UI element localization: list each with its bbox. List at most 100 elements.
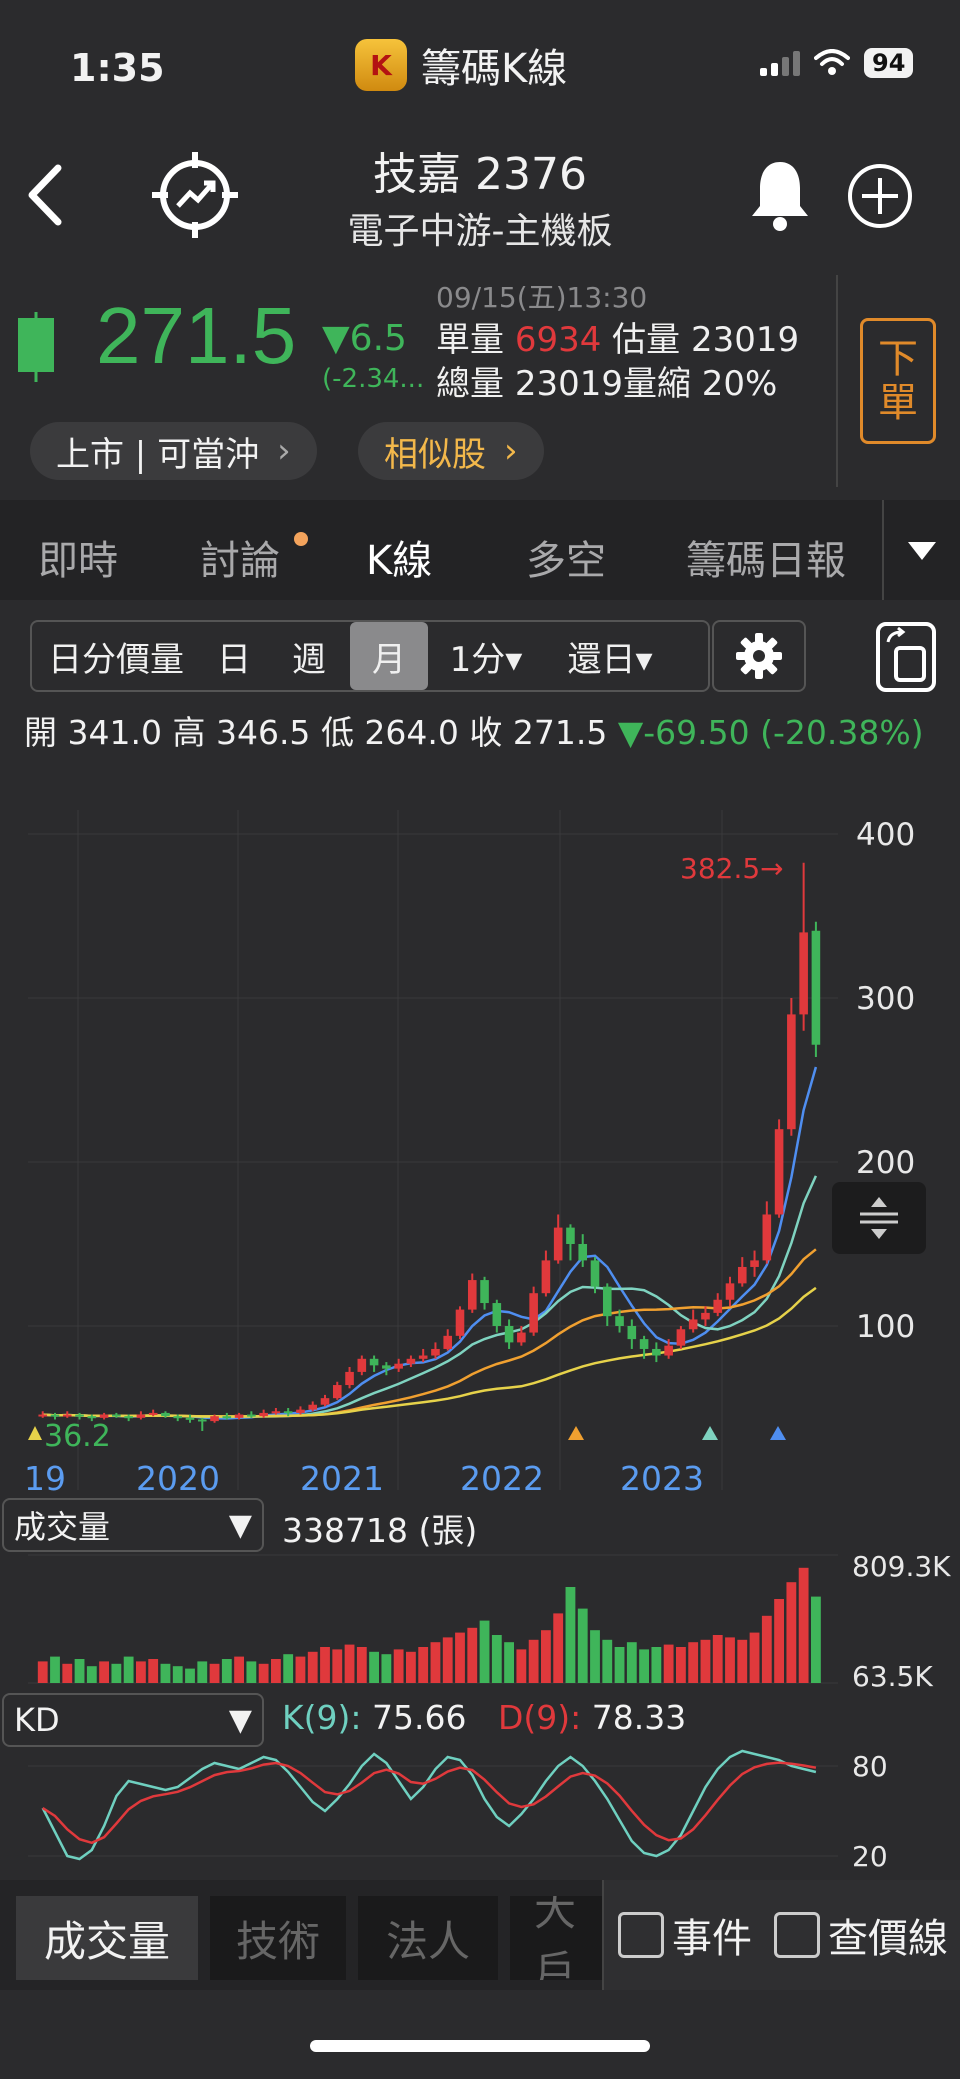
rotate-screen-icon[interactable] [876,622,936,692]
ma-line-40 [42,1286,817,1418]
volume-bar [258,1663,269,1683]
candle-body [750,1260,759,1267]
tab-discussion[interactable]: 討論 [200,538,280,584]
home-indicator [310,2040,650,2052]
candle-body [811,930,821,1045]
kd-indicator-select[interactable]: KD ▼ [2,1693,264,1747]
candle-body [369,1358,379,1366]
total-volume-value: 23019 [514,364,623,404]
price-line-checkbox[interactable]: 查價線 [774,1906,948,1964]
candle-body [725,1283,735,1300]
volume-bar [234,1656,244,1683]
kd-values: K(9): 75.66 D(9): 78.33 [282,1698,686,1737]
candle-body [664,1345,673,1356]
tab-more-dropdown-icon[interactable] [906,538,938,562]
volume-bar [504,1642,514,1683]
add-icon[interactable] [846,162,914,230]
bottom-tab-volume[interactable]: 成交量 [16,1896,198,1980]
year-label: 2021 [300,1459,384,1498]
event-marker [28,1426,42,1440]
volume-bar [761,1615,772,1683]
candle-body [185,1417,195,1420]
candle-body [737,1266,747,1284]
candle-body [787,1014,796,1130]
kd-tick-label: 20 [852,1840,888,1873]
period-day[interactable]: 日 [217,639,251,680]
bottom-tab-technical[interactable]: 技術 [210,1896,346,1980]
volume-indicator-select[interactable]: 成交量 ▼ [2,1498,264,1552]
period-minute-select[interactable]: 1分▾ [449,639,523,680]
candle-body [467,1280,477,1310]
close-value: 收 271.5 [469,713,608,752]
tab-kline[interactable]: K線 [366,538,433,584]
bottom-tab-institutional[interactable]: 法人 [358,1896,498,1980]
volume-bar [393,1649,404,1683]
volume-bar [246,1661,257,1683]
checkbox-icon [774,1912,820,1958]
volume-bar [381,1654,392,1683]
event-markers [28,1426,786,1440]
period-change: ▼-69.50 (-20.38%) [617,713,924,752]
volume-bar [811,1596,821,1683]
volume-bar [651,1647,662,1683]
unit-volume-label: 單量 [436,320,504,360]
candle-body [112,1414,121,1417]
period-intraday[interactable]: 日分價量 [48,639,184,680]
volume-min-label: 63.5K [852,1660,933,1693]
candle-body [762,1214,772,1261]
period-month[interactable]: 月 [350,622,428,690]
volume-bar [160,1663,171,1683]
bottom-tab-major-holders[interactable]: 大戶 [510,1896,602,1980]
candle-body [517,1332,526,1343]
candle-body [443,1335,453,1349]
volume-bar [136,1661,146,1683]
candle-body [148,1412,158,1415]
tab-chip-daily[interactable]: 籌碼日報 [686,538,846,584]
resize-icon [860,1197,898,1239]
restore-day-select[interactable]: 還日▾ [567,639,653,680]
volume-bar [197,1661,208,1683]
overlay-checkboxes: 事件 查價線 [602,1880,960,1990]
market-pill[interactable]: 上市 | 可當沖 › [30,422,317,480]
app-title: K 籌碼K線 [355,36,567,94]
ohlc-summary: 開 341.0 高 346.5 低 264.0 收 271.5 ▼-69.50 … [24,706,924,754]
order-button[interactable]: 下 單 [860,318,936,444]
candle-body [320,1398,330,1405]
target-trend-icon[interactable] [150,150,240,240]
chart-resize-handle[interactable] [832,1182,926,1254]
tab-realtime[interactable]: 即時 [38,538,118,584]
volume-bars [37,1567,821,1683]
kline-chart[interactable]: 100 200 300 400 382.5→ 36.2 19 2020 2021 2022 2… [0,800,960,1880]
volume-bar [639,1649,649,1683]
bell-icon[interactable] [748,158,812,232]
shrink-label: 量縮 [622,364,691,404]
candle-body [431,1348,440,1356]
back-icon[interactable] [20,160,70,230]
volume-axis: 809.3K 63.5K [852,1550,951,1693]
kd-tick-label: 80 [852,1750,888,1783]
tab-long-short[interactable]: 多空 [526,538,606,584]
order-button-line2: 單 [878,380,918,426]
similar-stocks-pill[interactable]: 相似股 › [358,422,544,480]
event-checkbox-label: 事件 [672,1916,752,1962]
volume-bar [479,1620,490,1683]
price-line-checkbox-label: 查價線 [828,1916,948,1962]
candle-body [652,1348,661,1356]
candle-body [161,1412,170,1417]
candle-body [99,1414,109,1418]
volume-bar [455,1632,465,1683]
kd-lines [41,1749,817,1861]
period-week[interactable]: 週 [292,639,326,680]
main-tab-bar [0,500,960,600]
price-tick-label: 200 [856,1145,915,1181]
volume-bar [688,1642,699,1683]
candle-body [296,1409,305,1413]
volume-bar [111,1663,122,1683]
battery-indicator: 94 [864,48,914,78]
volume-bar [185,1668,195,1683]
total-volume-label: 總量 [436,364,504,404]
event-checkbox[interactable]: 事件 [618,1906,752,1964]
candle-body [455,1309,465,1336]
candle-body [136,1414,146,1418]
chart-settings-button[interactable] [712,620,806,692]
